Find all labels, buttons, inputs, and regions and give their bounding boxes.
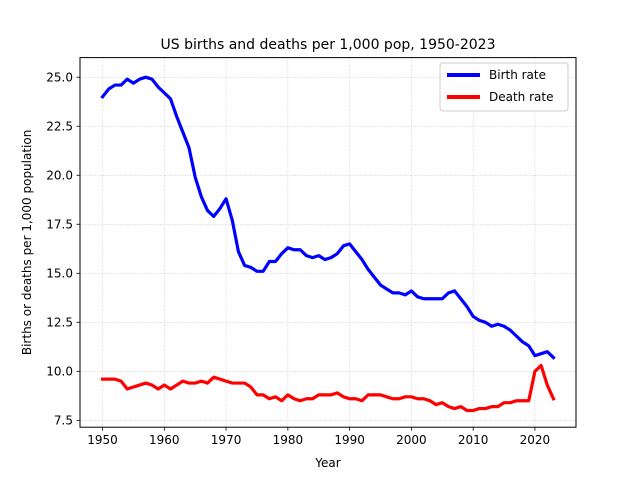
y-tick-label: 17.5 [46, 218, 73, 232]
y-axis-label: Births or deaths per 1,000 population [20, 130, 34, 355]
y-tick-label: 15.0 [46, 267, 73, 281]
y-tick-label: 25.0 [46, 71, 73, 85]
x-tick-label: 1960 [149, 433, 180, 447]
legend: Birth rate Death rate [439, 62, 569, 112]
y-tick-label: 22.5 [46, 120, 73, 134]
legend-label-birth-rate: Birth rate [489, 68, 546, 82]
y-tick-label: 12.5 [46, 316, 73, 330]
plot-frame [79, 57, 577, 428]
y-tick-label: 7.5 [54, 414, 73, 428]
x-tick-label: 1970 [211, 433, 242, 447]
series-line-death-rate [100, 363, 556, 413]
x-axis-label: Year [314, 456, 340, 470]
chart-title: US births and deaths per 1,000 pop, 1950… [161, 37, 496, 53]
y-tick-label: 10.0 [46, 365, 73, 379]
x-tick-label: 2000 [396, 433, 427, 447]
series-lines [100, 75, 556, 413]
x-axis-ticks: 1950 1960 1970 1980 1990 2000 2010 2020 [87, 427, 550, 447]
x-tick-label: 2010 [458, 433, 489, 447]
x-tick-label: 1980 [273, 433, 304, 447]
y-axis-ticks: 7.5 10.0 12.5 15.0 17.5 20.0 22.5 25.0 [46, 71, 80, 428]
y-tick-label: 20.0 [46, 169, 73, 183]
x-tick-label: 2020 [520, 433, 551, 447]
x-tick-label: 1950 [87, 433, 118, 447]
x-tick-label: 1990 [334, 433, 365, 447]
series-line-birth-rate [100, 75, 556, 360]
legend-label-death-rate: Death rate [489, 90, 553, 104]
